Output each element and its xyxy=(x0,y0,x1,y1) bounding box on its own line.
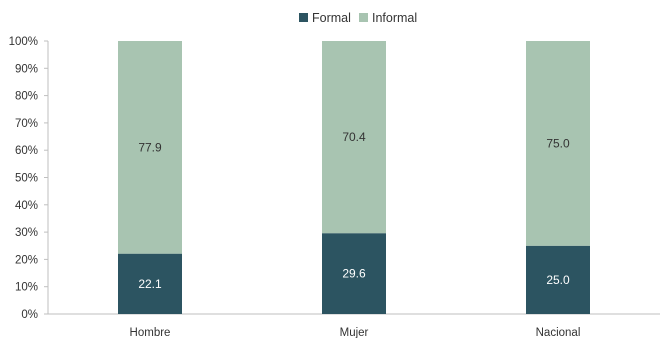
y-tick-label: 20% xyxy=(15,254,38,266)
y-axis: 0% 10% 20% 30% 40% 50% 60% 70% 80% 90% 100% xyxy=(9,36,49,321)
legend-swatch xyxy=(359,13,368,22)
x-tick-label: Nacional xyxy=(536,327,581,338)
y-tick-label: 30% xyxy=(15,227,38,239)
y-tick-label: 40% xyxy=(15,200,38,212)
bar-formal xyxy=(118,253,182,314)
x-axis: Hombre Mujer Nacional xyxy=(48,313,660,338)
x-tick-label: Hombre xyxy=(130,327,171,338)
y-tick-label: 50% xyxy=(15,173,38,185)
data-label: 22.1 xyxy=(138,277,162,291)
data-label: 29.6 xyxy=(342,267,366,281)
data-label: 75.0 xyxy=(546,136,570,150)
bar-informal xyxy=(118,41,182,254)
y-tick-label: 70% xyxy=(15,118,38,130)
data-label: 77.9 xyxy=(138,140,162,154)
y-tick-label: 90% xyxy=(15,63,38,75)
legend-label: Formal xyxy=(312,11,351,25)
bar-informal xyxy=(526,41,590,246)
bar-formal xyxy=(322,233,386,314)
y-tick-label: 100% xyxy=(9,36,38,48)
bar-informal xyxy=(322,41,386,234)
y-tick-label: 10% xyxy=(15,282,38,294)
x-tick-label: Mujer xyxy=(340,327,369,338)
bars: 22.1 77.9 29.6 70.4 25.0 75.0 xyxy=(118,41,590,314)
y-tick-label: 80% xyxy=(15,91,38,103)
legend-label: Informal xyxy=(372,11,417,25)
legend-swatch xyxy=(299,13,308,22)
data-label: 70.4 xyxy=(342,130,366,144)
legend: Formal Informal xyxy=(299,11,417,25)
data-label: 25.0 xyxy=(546,273,570,287)
bar-formal xyxy=(526,245,590,314)
y-tick-label: 60% xyxy=(15,145,38,157)
y-tick-label: 0% xyxy=(21,309,38,321)
